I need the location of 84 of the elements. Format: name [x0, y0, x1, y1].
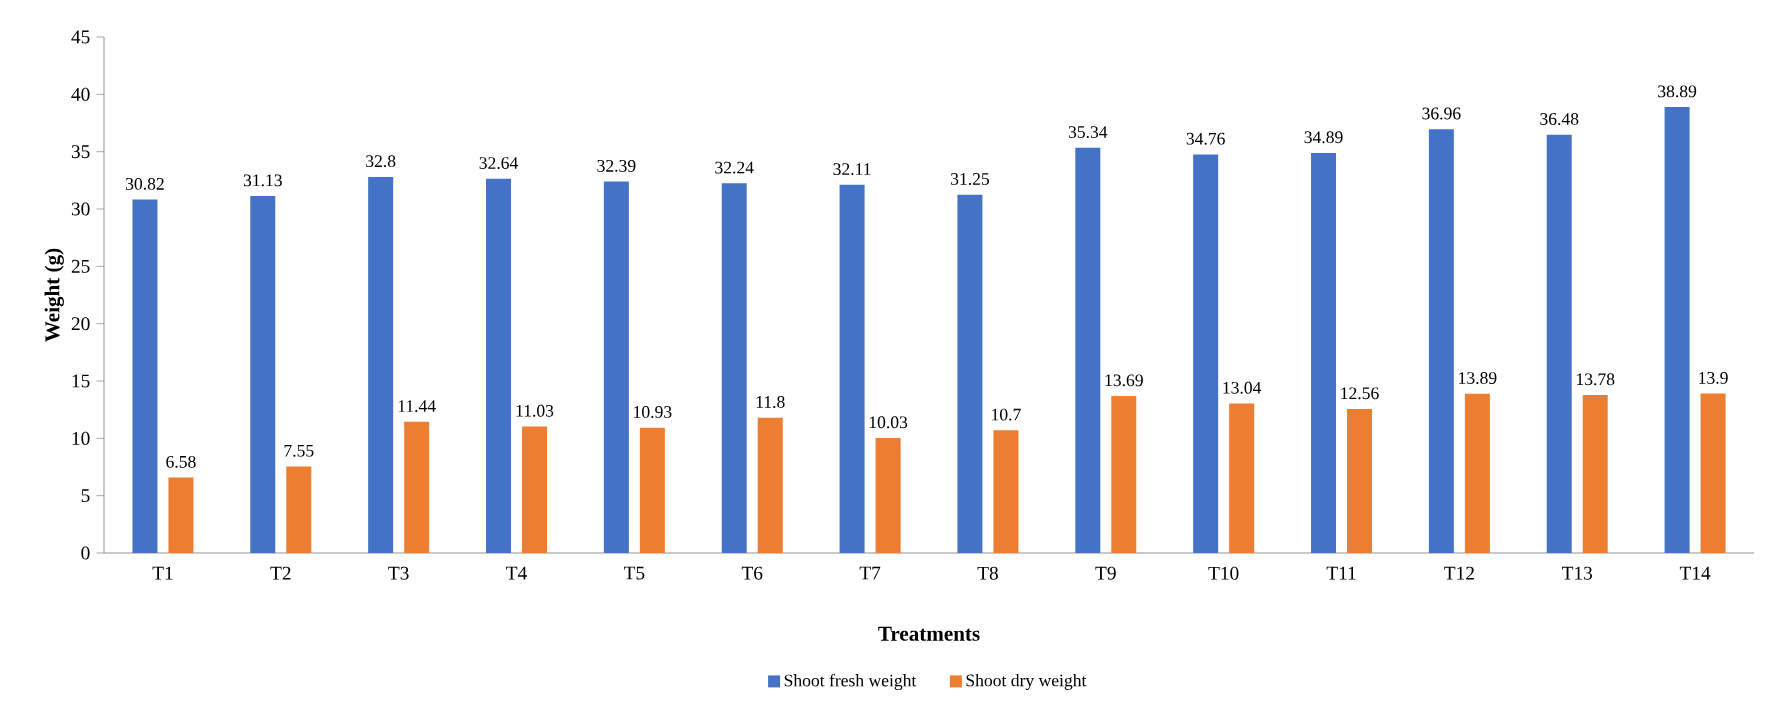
x-tick-label: T6	[741, 566, 763, 580]
data-label: 32.8	[366, 155, 396, 168]
data-label: 30.82	[126, 177, 164, 190]
data-label: 36.48	[1540, 113, 1579, 125]
bar	[757, 417, 783, 553]
x-axis-title: Treatments	[878, 626, 980, 641]
data-label: 31.13	[243, 174, 282, 187]
x-tick-label: T2	[270, 566, 291, 580]
y-tick-label: 15	[72, 374, 90, 388]
data-label: 10.93	[634, 406, 672, 418]
data-label: 12.56	[1341, 387, 1379, 400]
y-tick-label: 0	[81, 546, 90, 560]
data-label: 34.76	[1186, 132, 1225, 145]
y-tick-label: 10	[72, 431, 90, 445]
bar	[168, 477, 194, 553]
data-label: 11.03	[516, 404, 554, 417]
bar	[1464, 393, 1490, 553]
x-tick-label: T8	[977, 566, 998, 580]
data-label: 11.8	[756, 396, 785, 408]
data-label: 32.64	[479, 157, 519, 170]
y-tick-label: 30	[71, 202, 90, 216]
y-tick-label: 40	[71, 87, 90, 101]
x-tick-label: T5	[623, 566, 645, 580]
y-tick-label: 25	[71, 259, 90, 273]
bar	[639, 427, 665, 553]
data-label: 32.24	[715, 161, 754, 174]
x-tick-label: T7	[859, 566, 881, 580]
y-axis-title: Weight (g)	[44, 248, 64, 342]
bar	[1347, 408, 1373, 553]
legend-label: Shoot fresh weight	[784, 673, 917, 691]
x-tick-label: T11	[1326, 566, 1356, 580]
bar	[132, 199, 158, 553]
data-label: 35.34	[1068, 126, 1108, 139]
data-label: 32.11	[833, 163, 871, 176]
data-label: 13.78	[1577, 373, 1615, 386]
x-tick-label: T13	[1562, 566, 1593, 580]
y-tick-label: 35	[71, 145, 90, 159]
bar	[404, 421, 430, 553]
bar	[1428, 129, 1454, 553]
bar	[721, 183, 747, 553]
bar	[250, 196, 276, 553]
bar	[957, 194, 983, 553]
data-label: 13.9	[1699, 372, 1728, 384]
data-label: 31.25	[951, 173, 990, 185]
data-label: 10.03	[869, 416, 908, 429]
data-label: 10.7	[992, 408, 1021, 421]
bar	[522, 426, 548, 553]
data-label: 13.04	[1223, 381, 1262, 394]
x-tick-label: T14	[1679, 566, 1711, 580]
x-tick-label: T3	[388, 566, 409, 580]
bar	[993, 430, 1019, 553]
y-tick-label: 20	[71, 317, 90, 331]
bar	[1075, 147, 1101, 553]
data-label: 32.39	[597, 160, 636, 172]
x-tick-label: T1	[152, 566, 173, 580]
x-tick-label: T10	[1208, 566, 1239, 580]
bar	[1664, 107, 1690, 553]
bar	[1700, 393, 1726, 553]
bar	[839, 184, 865, 553]
x-tick-label: T12	[1444, 566, 1474, 580]
bar	[368, 176, 394, 553]
x-tick-label: T4	[506, 566, 527, 580]
bar	[875, 437, 901, 553]
bar	[1311, 152, 1337, 553]
bar	[1111, 396, 1137, 553]
data-label: 11.44	[398, 400, 436, 413]
y-tick-label: 45	[71, 30, 90, 44]
bar	[603, 181, 629, 553]
y-tick-label: 5	[81, 489, 90, 503]
data-label: 36.96	[1422, 107, 1461, 120]
data-label: 13.89	[1459, 372, 1497, 385]
bar	[1546, 134, 1572, 553]
bar	[286, 466, 312, 553]
data-label: 6.58	[166, 455, 196, 468]
x-tick-label: T9	[1095, 566, 1116, 580]
legend-label: Shoot dry weight	[966, 673, 1087, 690]
bar	[1582, 394, 1608, 553]
bar	[1229, 403, 1255, 553]
bar	[486, 178, 512, 553]
data-label: 38.89	[1658, 85, 1697, 98]
data-label: 34.89	[1304, 131, 1343, 144]
data-label: 7.55	[284, 444, 314, 457]
bar	[1193, 154, 1219, 553]
data-label: 13.69	[1105, 374, 1143, 387]
